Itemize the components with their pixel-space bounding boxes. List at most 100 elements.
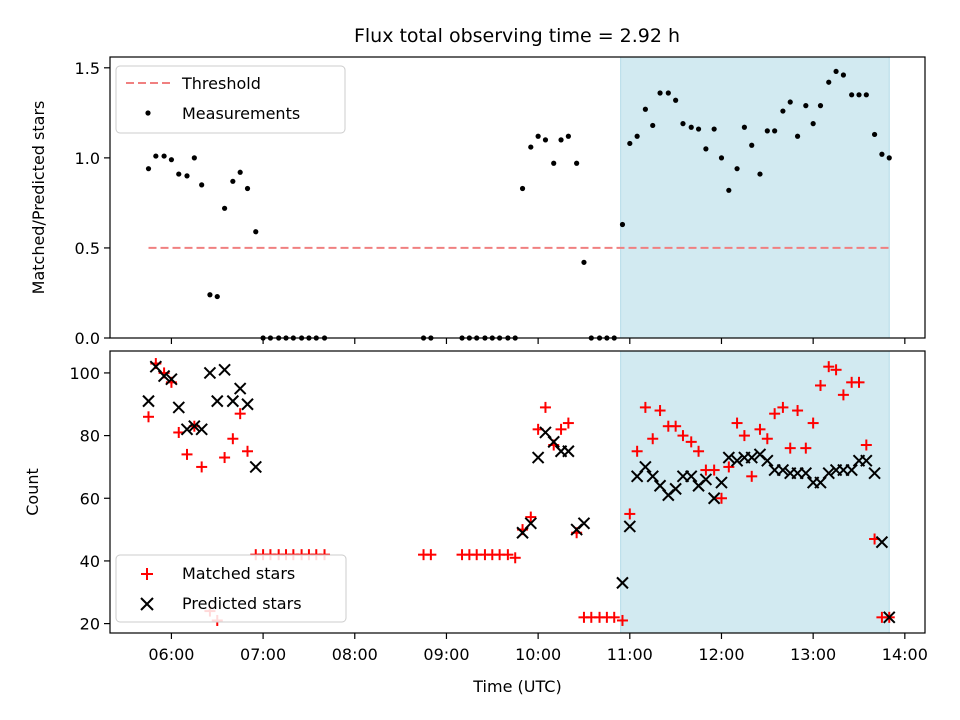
measurement-point — [680, 121, 686, 127]
predicted-mark-b — [883, 611, 896, 624]
measurement-point — [634, 133, 640, 139]
predicted-mark-b — [722, 451, 736, 464]
y-tick-label: 0.0 — [75, 329, 100, 348]
predicted-star-point — [761, 454, 774, 467]
matched-star-point — [754, 423, 766, 435]
measurement-point — [757, 171, 763, 177]
matched-star-point — [616, 614, 628, 626]
matched-star-point — [830, 364, 842, 376]
predicted-star-point — [799, 466, 813, 480]
bottom-y-axis-label: Count — [23, 468, 42, 516]
matched-star-point — [670, 420, 682, 432]
legend-predicted-swatch — [140, 597, 154, 611]
predicted-mark-b — [218, 363, 231, 377]
measurement-point — [673, 97, 679, 103]
measurement-point — [833, 68, 839, 75]
predicted-mark-b — [157, 369, 171, 383]
measurement-point — [161, 153, 167, 159]
matched-star-point — [639, 401, 651, 413]
measurement-point — [849, 92, 855, 98]
bottom-legend-box — [115, 554, 347, 623]
matched-star-point — [654, 405, 666, 417]
matched-star-point — [738, 430, 750, 442]
predicted-mark-b — [195, 423, 208, 436]
y-tick-label: 60 — [80, 489, 100, 508]
measurement-point — [168, 157, 175, 163]
legend-predicted-label: Predicted stars — [182, 594, 302, 613]
predicted-mark-b — [715, 476, 728, 489]
matched-star-point — [800, 442, 812, 454]
measurement-point — [244, 185, 251, 192]
measurement-point — [535, 133, 541, 139]
matched-star-point — [624, 508, 636, 520]
x-tick-label: 08:00 — [332, 645, 378, 664]
predicted-mark-b — [646, 470, 659, 483]
matched-star-point — [853, 376, 865, 388]
measurement-point — [191, 155, 197, 161]
measurement-point — [558, 137, 564, 143]
predicted-star-point — [562, 445, 575, 458]
y-tick-label: 100 — [69, 364, 100, 383]
predicted-star-point — [707, 492, 721, 505]
matched-star-point — [181, 448, 193, 460]
predicted-mark-b — [799, 466, 813, 480]
matched-star-point — [173, 426, 185, 438]
predicted-mark-b — [707, 492, 721, 505]
predicted-mark-b — [188, 419, 201, 433]
matched-star-point — [219, 452, 231, 464]
x-tick-label: 12:00 — [698, 645, 744, 664]
predicted-mark-b — [761, 454, 774, 467]
matched-star-point — [777, 401, 789, 413]
observing-window-span — [620, 350, 890, 634]
top-observing-window — [620, 56, 890, 339]
measurement-point — [718, 155, 725, 161]
legend-measurements-label: Measurements — [182, 104, 300, 123]
measurement-point — [764, 128, 770, 134]
matched-star-point — [837, 389, 849, 401]
matched-star-point — [723, 461, 735, 473]
predicted-mark-b — [875, 535, 889, 549]
matched-star-point — [555, 423, 567, 435]
x-tick-label: 07:00 — [240, 645, 286, 664]
predicted-mark-b — [531, 451, 545, 464]
predicted-star-point — [730, 454, 744, 467]
predicted-star-point — [249, 460, 262, 474]
matched-star-point — [143, 411, 155, 423]
matched-star-point — [608, 611, 620, 623]
bottom-panel: 20 40 60 80 100 06:00 07:00 08:00 09:00 10:00 11:… — [23, 350, 928, 696]
measurement-point — [519, 185, 526, 192]
measurement-point — [749, 142, 755, 148]
predicted-star-point — [646, 470, 659, 483]
predicted-star-point — [745, 451, 758, 464]
matched-star-point — [525, 511, 537, 523]
predicted-star-point — [776, 463, 790, 477]
predicted-mark-b — [860, 454, 873, 467]
x-tick-label: 09:00 — [423, 645, 469, 664]
matched-star-point — [685, 436, 697, 448]
predicted-mark-b — [639, 460, 652, 474]
legend-measurement-swatch — [145, 110, 151, 116]
predicted-star-point — [699, 473, 713, 486]
y-tick-label: 0.5 — [75, 239, 100, 258]
matched-star-point — [227, 433, 239, 445]
measurement-point — [237, 169, 243, 175]
measurement-point — [817, 103, 824, 109]
predicted-star-point — [639, 460, 652, 474]
predicted-star-point — [868, 466, 881, 480]
predicted-mark-b — [699, 473, 713, 486]
matched-star-point — [425, 549, 437, 561]
y-tick-label: 40 — [80, 552, 100, 571]
matched-star-point — [509, 552, 521, 564]
y-tick-label: 1.0 — [75, 149, 100, 168]
y-tick-label: 20 — [80, 615, 100, 634]
predicted-star-point — [616, 576, 629, 590]
predicted-mark-b — [822, 466, 835, 480]
predicted-mark-b — [776, 463, 790, 477]
predicted-mark-b — [211, 394, 224, 408]
measurement-point — [184, 173, 190, 179]
matched-star-point — [860, 439, 872, 451]
predicted-mark-b — [653, 479, 667, 492]
predicted-mark-b — [753, 448, 767, 461]
measurement-point — [207, 292, 213, 298]
